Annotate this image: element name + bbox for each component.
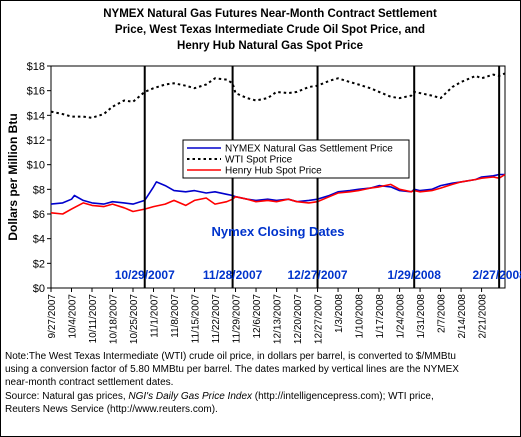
legend-label: WTI Spot Price xyxy=(225,155,293,166)
note-line: near-month contract settlement dates. xyxy=(5,377,174,389)
y-tick-label: $16 xyxy=(27,86,45,98)
series-line xyxy=(50,173,505,205)
closing-date-label: 2/27/2008 xyxy=(472,268,521,282)
x-tick-label: 1/24/2008 xyxy=(396,294,407,339)
x-tick-label: 9/27/2007 xyxy=(47,294,58,339)
x-tick-label: 1/31/2008 xyxy=(416,294,427,339)
closing-date-label: 1/29/2008 xyxy=(388,268,442,282)
legend-label: NYMEX Natural Gas Settlement Price xyxy=(225,144,393,155)
source-prefix: Source: Natural gas prices, xyxy=(5,390,129,402)
y-tick-label: $8 xyxy=(33,184,45,196)
x-tick-label: 1/10/2008 xyxy=(355,294,366,339)
series-line xyxy=(50,173,506,215)
source-line: Source: Natural gas prices, NGI's Daily … xyxy=(5,390,517,403)
source-suffix: (http://intelligencepress.com); WTI pric… xyxy=(252,390,434,402)
chart-title: NYMEX Natural Gas Futures Near-Month Con… xyxy=(60,6,480,54)
chart-title-line: Henry Hub Natural Gas Spot Price xyxy=(177,40,363,52)
source-title: NGI's Daily Gas Price Index xyxy=(128,390,253,402)
x-tick-label: 2/14/2008 xyxy=(457,294,468,339)
x-tick-label: 12/20/2007 xyxy=(293,294,304,344)
closing-date-label: 10/29/2007 xyxy=(115,268,175,282)
x-tick-label: 12/6/2007 xyxy=(252,294,263,339)
chart-title-line: Price, West Texas Intermediate Crude Oil… xyxy=(114,24,426,36)
x-tick-label: 11/22/2007 xyxy=(211,294,222,344)
y-tick-label: $0 xyxy=(33,283,45,295)
source-line: Reuters News Service (http://www.reuters… xyxy=(5,403,218,415)
x-tick-label: 10/11/2007 xyxy=(88,294,99,344)
chart-title-line: NYMEX Natural Gas Futures Near-Month Con… xyxy=(103,8,437,20)
closing-date-label: 12/27/2007 xyxy=(288,268,348,282)
x-tick-label: 1/17/2008 xyxy=(375,294,386,339)
y-tick-label: $12 xyxy=(27,135,45,147)
y-tick-label: $2 xyxy=(33,258,45,270)
x-tick-label: 2/21/2008 xyxy=(478,294,489,339)
y-tick-label: $18 xyxy=(27,61,45,73)
closing-dates-heading: Nymex Closing Dates xyxy=(212,224,345,239)
legend-label: Henry Hub Spot Price xyxy=(225,166,322,177)
x-tick-label: 11/8/2007 xyxy=(170,294,181,338)
y-tick-label: $10 xyxy=(27,160,45,172)
x-tick-label: 11/15/2007 xyxy=(191,294,202,344)
note-line: Note:The West Texas Intermediate (WTI) c… xyxy=(5,351,456,362)
note-line: using a conversion factor of 5.80 MMBtu … xyxy=(5,364,459,376)
y-tick-label: $4 xyxy=(33,234,45,246)
x-tick-label: 12/13/2007 xyxy=(273,294,284,344)
x-tick-label: 2/7/2008 xyxy=(437,294,448,333)
x-tick-label: 1/3/2008 xyxy=(334,294,345,333)
y-tick-label: $6 xyxy=(33,209,45,221)
x-tick-label: 11/29/2007 xyxy=(232,294,243,344)
x-tick-label: 10/18/2007 xyxy=(109,294,120,344)
x-tick-label: 11/1/2007 xyxy=(150,294,161,338)
x-tick-label: 12/27/2007 xyxy=(314,294,325,344)
closing-date-label: 11/28/2007 xyxy=(203,268,263,282)
chart-note: Note:The West Texas Intermediate (WTI) c… xyxy=(5,350,517,416)
x-tick-label: 10/4/2007 xyxy=(68,294,79,339)
y-tick-label: $14 xyxy=(27,110,45,122)
x-tick-label: 10/25/2007 xyxy=(129,294,140,344)
y-axis-title: Dollars per Million Btu xyxy=(6,113,20,240)
